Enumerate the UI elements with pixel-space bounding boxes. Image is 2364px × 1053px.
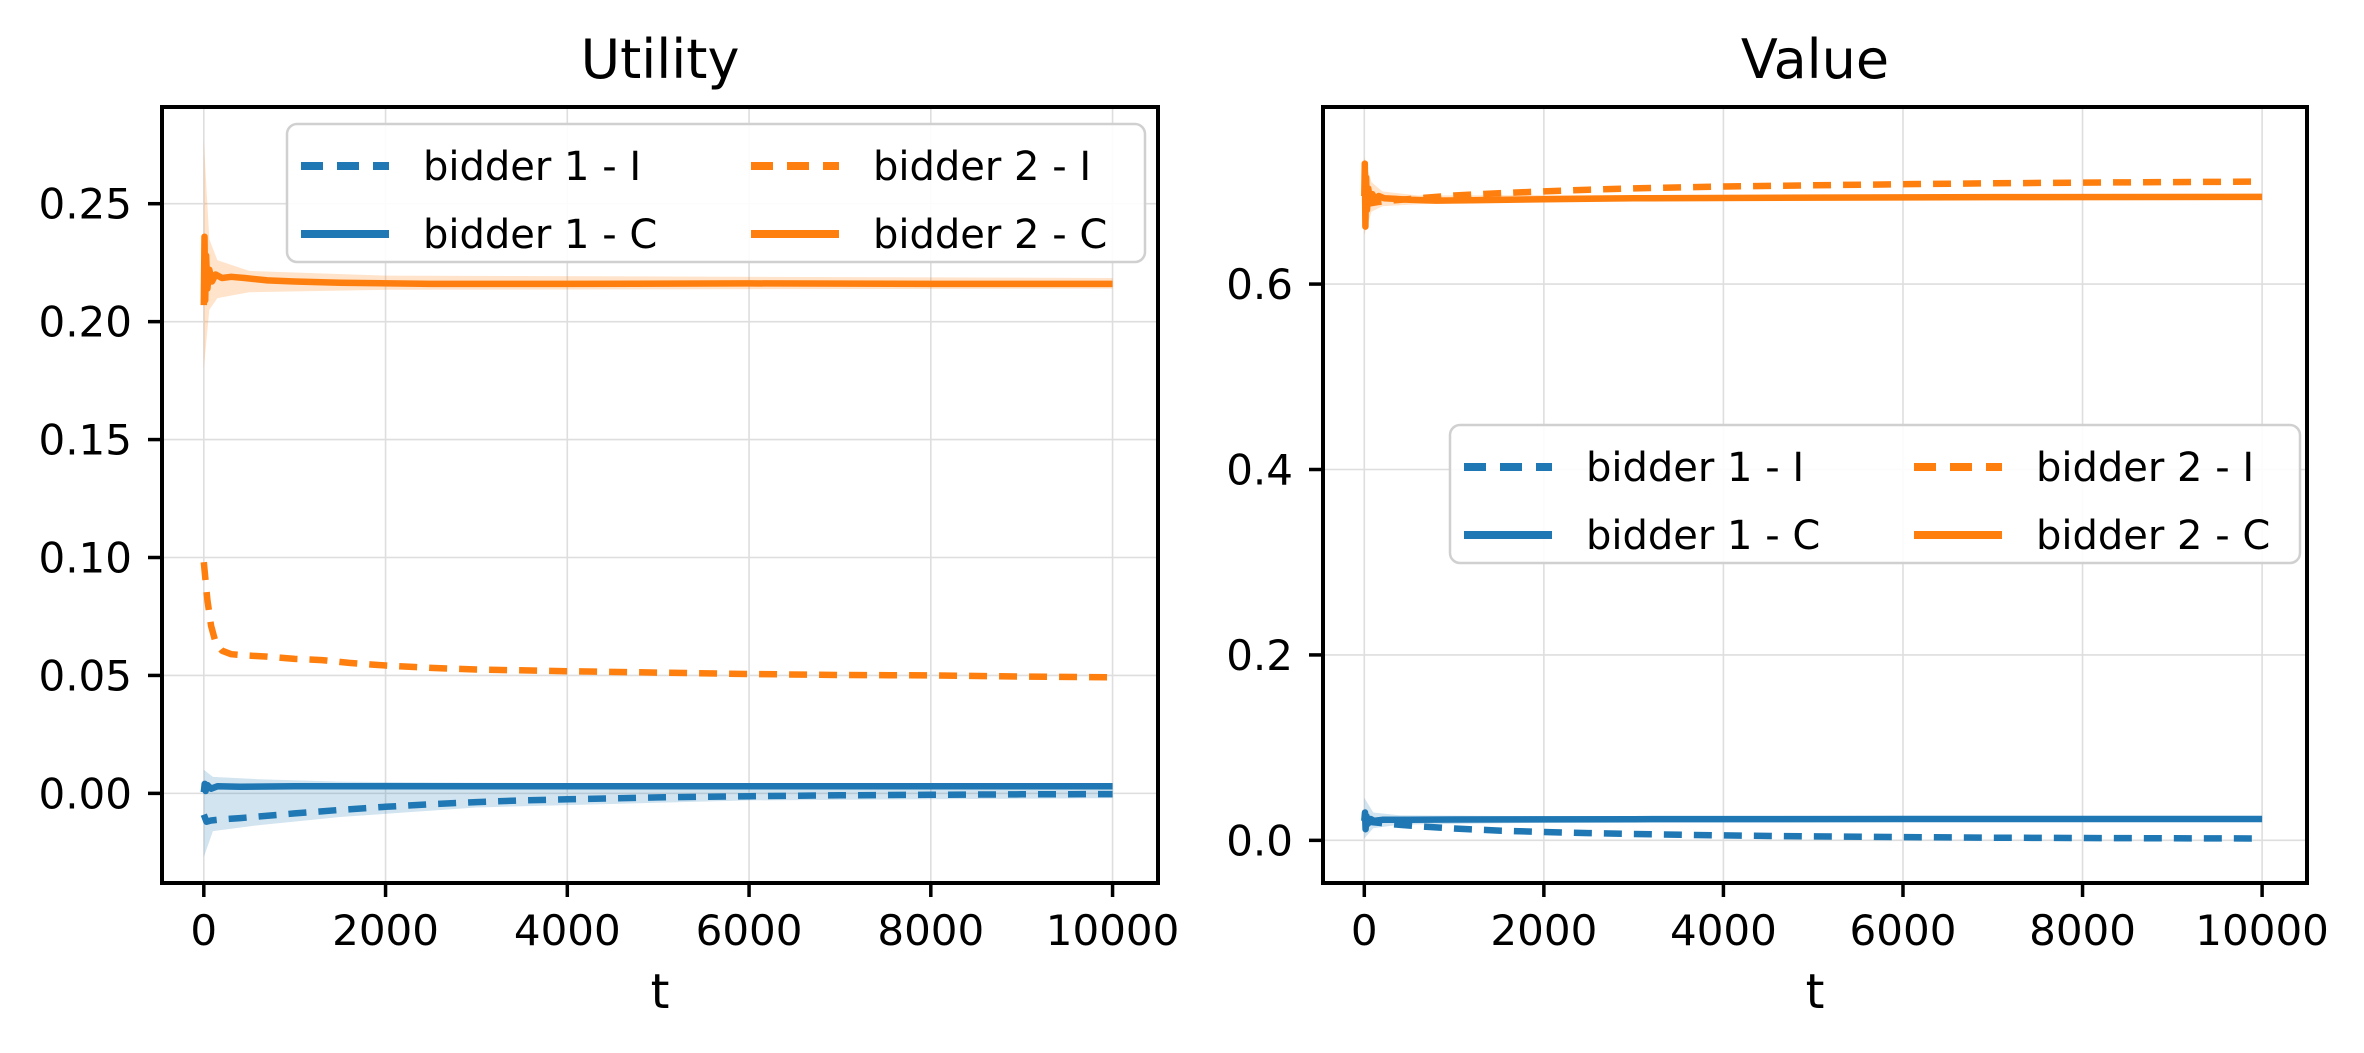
x-axis: 0 2000 4000 6000 8000 10000 xyxy=(1351,883,2329,955)
legend-label-bidder-1-i: bidder 1 - I xyxy=(423,144,641,190)
series-bidder-2-c xyxy=(1361,160,2263,230)
y-tick-label: 0.4 xyxy=(1226,446,1293,495)
series-bidder-2-c xyxy=(200,233,1113,306)
x-tick-label: 10000 xyxy=(2195,906,2329,955)
axes-frame xyxy=(160,105,1160,885)
x-tick-label: 4000 xyxy=(1670,906,1777,955)
y-tick-label: 0.15 xyxy=(38,416,132,465)
x-axis-label: t xyxy=(1806,964,1825,1020)
legend: bidder 1 - I bidder 1 - C bidder 2 - I bidd… xyxy=(1448,423,2302,565)
legend-box xyxy=(285,122,1147,264)
x-tick-label: 2000 xyxy=(1490,906,1597,955)
legend-label-bidder-1-i: bidder 1 - I xyxy=(1586,445,1804,491)
x-tick-label: 0 xyxy=(1351,906,1378,955)
plot-title-utility: Utility xyxy=(581,28,740,91)
band-band1 xyxy=(203,769,1113,858)
x-tick-label: 6000 xyxy=(696,906,803,955)
series-bidder-1-i xyxy=(200,790,1113,825)
plot-title-value: Value xyxy=(1741,28,1889,91)
y-axis: 0.0 0.2 0.4 0.6 xyxy=(1226,260,1323,865)
y-tick-label: 0.2 xyxy=(1226,631,1293,680)
series-bidder-2-i xyxy=(1362,178,2263,207)
x-tick-label: 8000 xyxy=(877,906,984,955)
confidence-bands xyxy=(203,140,1113,858)
series-bidder-2-i xyxy=(200,561,1113,681)
x-tick-label: 2000 xyxy=(332,906,439,955)
legend-label-bidder-1-c: bidder 1 - C xyxy=(423,212,657,258)
y-tick-label: 0.6 xyxy=(1226,260,1293,309)
legend-box xyxy=(1448,423,2302,565)
y-tick-label: 0.0 xyxy=(1226,816,1293,865)
legend-label-bidder-2-i: bidder 2 - I xyxy=(2036,445,2254,491)
series-lines xyxy=(200,233,1113,825)
legend-label-bidder-1-c: bidder 1 - C xyxy=(1586,513,1820,559)
axes-frame xyxy=(1321,105,2309,885)
x-axis-label: t xyxy=(651,964,670,1020)
x-axis: 0 2000 4000 6000 8000 10000 xyxy=(190,883,1179,955)
y-tick-label: 0.00 xyxy=(38,769,132,818)
legend: bidder 1 - I bidder 1 - C bidder 2 - I bidd… xyxy=(285,122,1147,264)
x-tick-label: 0 xyxy=(190,906,217,955)
y-axis: 0.00 0.05 0.10 0.15 0.20 0.25 xyxy=(38,180,162,818)
y-tick-label: 0.20 xyxy=(38,298,132,347)
legend-label-bidder-2-i: bidder 2 - I xyxy=(873,144,1091,190)
series-bidder-1-i xyxy=(1363,817,2263,842)
y-tick-label: 0.05 xyxy=(38,651,132,700)
legend-label-bidder-2-c: bidder 2 - C xyxy=(2036,513,2270,559)
subplot-utility: 0 2000 4000 6000 8000 100000.000.050.100.150.… xyxy=(38,28,1179,1020)
subplot-value: 0 2000 4000 6000 8000 10000 0.0 0.2 0.4 0.6 Value t… xyxy=(1226,28,2329,1020)
series-bidder-1-c xyxy=(200,780,1113,795)
x-tick-label: 4000 xyxy=(514,906,621,955)
y-tick-label: 0.25 xyxy=(38,180,132,229)
series-lines xyxy=(1361,160,2263,842)
legend-label-bidder-2-c: bidder 2 - C xyxy=(873,212,1107,258)
y-tick-label: 0.10 xyxy=(38,534,132,583)
x-tick-label: 10000 xyxy=(1046,906,1180,955)
x-tick-label: 6000 xyxy=(1850,906,1957,955)
x-tick-label: 8000 xyxy=(2029,906,2136,955)
